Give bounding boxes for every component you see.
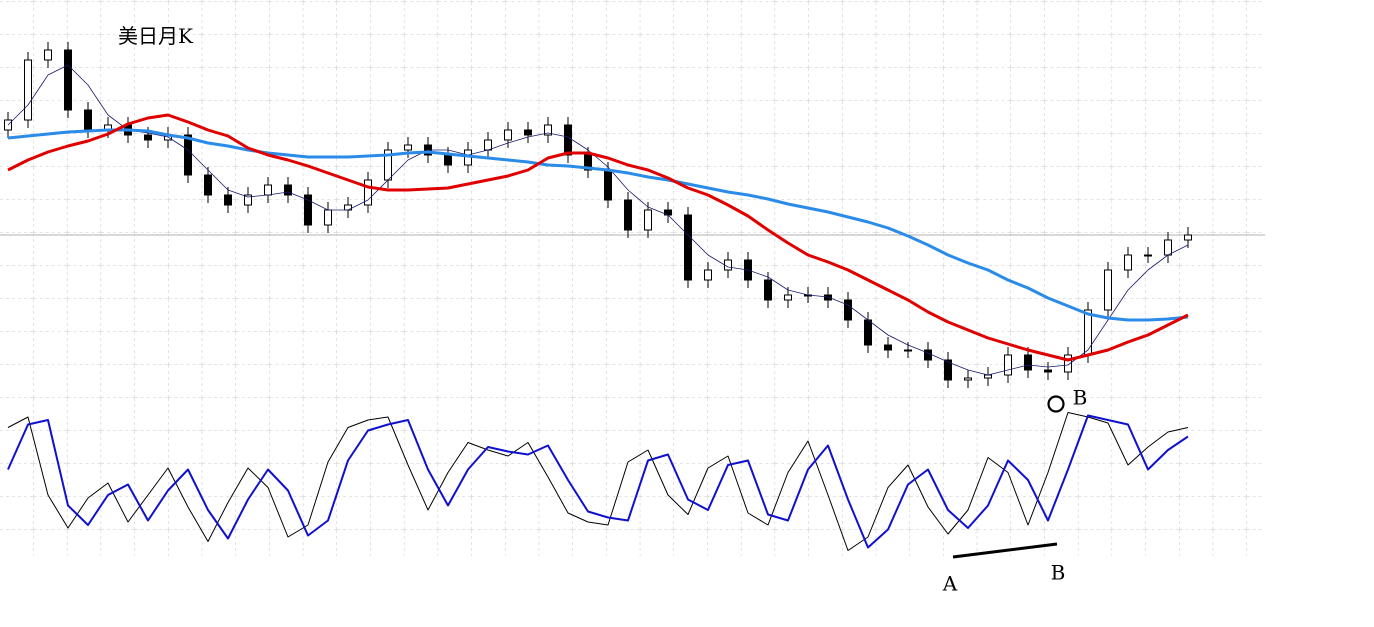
candle-body [704,269,712,281]
candle-body [284,184,292,196]
series-line [7,128,1189,322]
candle-body [344,204,352,211]
candle-body [644,209,652,231]
candle-body [64,49,72,111]
candle-body [504,129,512,141]
series-line [7,64,1189,376]
candle-body [1124,254,1132,271]
candle-body [924,349,932,361]
candle-body [1024,354,1032,371]
candle-body [984,374,992,379]
candle-body [204,174,212,196]
candle-body [324,209,332,226]
candle-body [364,179,372,206]
candle-body [564,124,572,156]
candle-body [1044,369,1052,373]
annotation: B [1073,386,1088,410]
candle-body [264,184,272,196]
candle-body [244,194,252,206]
candle-body [544,124,552,136]
annotation: B [1051,561,1066,585]
candle-body [144,134,152,141]
annotation: A [942,572,958,596]
candle-body [844,299,852,321]
circle-marker [1047,395,1065,413]
candle-body [584,154,592,171]
candle-body [1184,234,1192,241]
series-line [7,113,1189,362]
candle-body [484,139,492,151]
candle-body [624,199,632,231]
candle-body [1004,354,1012,376]
candle-body [44,49,52,61]
candle-body [724,259,732,271]
candle-body [944,359,952,381]
candle-body [884,344,892,351]
candle-body [24,59,32,121]
candle-body [304,194,312,226]
price-panel: B [4,42,1192,410]
candle-body [444,154,452,166]
candle-body [1104,269,1112,311]
candle-body [684,214,692,281]
candle-body [1164,239,1172,256]
candle-body [864,319,872,346]
candle-body [764,279,772,301]
candle-body [84,109,92,131]
grid [0,0,1265,556]
divergence-line [952,542,1058,559]
series-line [7,412,1189,551]
candle-body [524,129,532,136]
candle-body [1064,354,1072,373]
candle-body [824,294,832,301]
series-line [7,414,1189,549]
candle-body [1144,254,1152,257]
candle-body [904,349,912,352]
candle-body [784,294,792,301]
chart-title: 美日月K [118,24,194,48]
candle-body [604,169,612,201]
candle-body [224,194,232,206]
candle-body [1084,309,1092,356]
candle-body [404,144,412,151]
candle-body [184,134,192,176]
candle-body [964,377,972,381]
